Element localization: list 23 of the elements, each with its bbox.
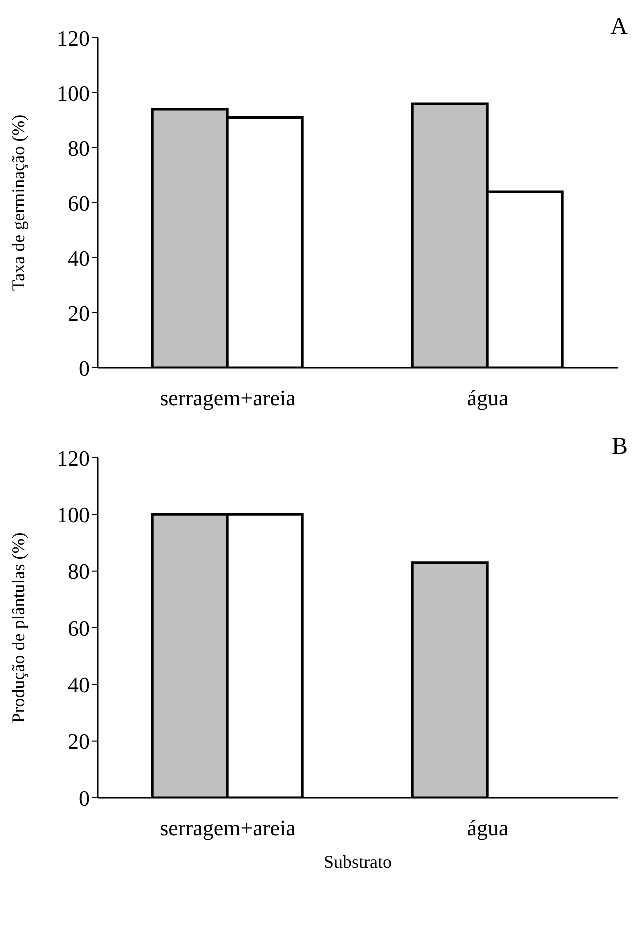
chart-title: A (610, 14, 628, 41)
x-tick-label: serragem+areia (160, 816, 296, 841)
y-tick-label: 80 (68, 136, 90, 161)
y-tick-label: 60 (68, 616, 90, 641)
y-tick-label: 100 (57, 80, 90, 106)
x-axis-title: Substrato (324, 852, 392, 872)
x-tick-label: serragem+areia (160, 386, 296, 411)
y-tick-label: 40 (68, 246, 90, 271)
y-tick-label: 80 (68, 559, 90, 584)
y-axis-title: Produção de plântulas (%) (8, 532, 28, 724)
y-tick-label: 0 (79, 786, 90, 811)
y-tick-label: 20 (68, 300, 90, 326)
y-tick-label: 0 (79, 356, 90, 381)
x-tick-label: água (467, 816, 509, 841)
chart-title: B (612, 434, 628, 461)
y-tick-label: 20 (68, 729, 90, 754)
x-tick-label: água (467, 386, 509, 411)
y-tick-label: 40 (68, 672, 90, 698)
y-tick-label: 100 (57, 502, 90, 528)
y-tick-label: 120 (57, 446, 90, 471)
y-tick-label: 60 (68, 190, 90, 216)
y-tick-label: 120 (57, 26, 90, 51)
y-axis-title: Taxa de germinação (%) (8, 114, 28, 292)
